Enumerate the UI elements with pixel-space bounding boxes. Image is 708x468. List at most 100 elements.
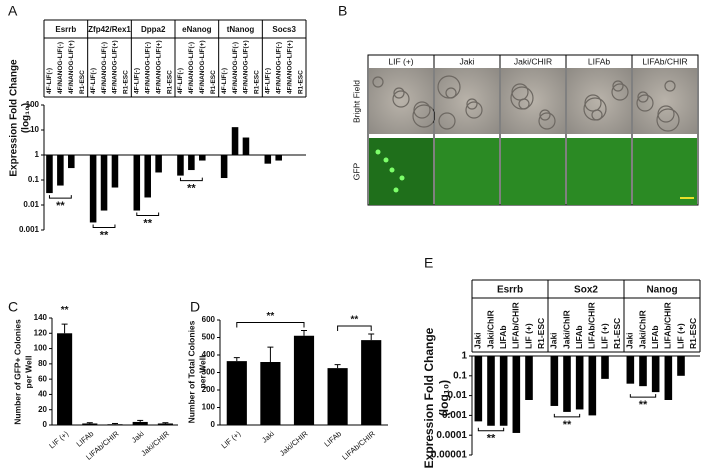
bar (275, 155, 282, 161)
column-label: Jaki (459, 56, 474, 66)
y-axis-label: Expression Fold Change (422, 327, 436, 468)
y-tick-label: 100 (26, 100, 40, 109)
y-tick-label: 20 (38, 405, 47, 414)
category-label: LIFAb/CHIR (511, 302, 521, 349)
annotation: ** (487, 433, 496, 445)
y-tick-label: 400 (202, 350, 216, 359)
bar (177, 155, 184, 176)
y-axis-label: Number of Total Colonies (186, 320, 196, 423)
bar (242, 137, 250, 155)
annotation: ** (563, 419, 572, 431)
bright-field-image (435, 68, 499, 134)
column-label: LIFAb/CHIR (642, 56, 687, 66)
y-axis-label: per Well (23, 356, 33, 389)
colony (636, 94, 654, 112)
y-tick-label: 0.1 (28, 175, 40, 184)
annotation: ** (267, 311, 275, 322)
y-tick-label: 10 (30, 125, 39, 134)
colony (656, 108, 680, 132)
x-tick-label: Jaki/CHIR (139, 429, 171, 458)
bar (651, 356, 660, 393)
group-label: tNanog (227, 25, 255, 34)
y-tick-label: 0.01 (23, 200, 39, 209)
category-label: 4F/NANOG-LIF(+) (112, 40, 119, 94)
annotation: ** (639, 399, 648, 411)
bar (361, 340, 382, 425)
row-label: GFP (351, 162, 361, 180)
category-label: Jaki (473, 332, 483, 349)
category-label: R1-ESC (210, 70, 217, 94)
bar (100, 155, 108, 211)
annotation: ** (351, 315, 359, 326)
bar (677, 356, 685, 376)
bar (107, 424, 123, 425)
bar (626, 356, 635, 384)
gfp-colony (399, 175, 405, 181)
group-label: Dppa2 (141, 25, 166, 34)
bracket (92, 224, 116, 228)
x-tick-label: Jaki (130, 429, 146, 445)
annotation: ** (100, 229, 109, 241)
bar (199, 155, 206, 161)
bar (601, 356, 609, 379)
colony (510, 86, 534, 110)
group-label: Nanog (646, 285, 677, 296)
y-tick-label: 100 (34, 344, 48, 353)
category-label: 4F/NANOG-LIF(+) (155, 40, 162, 94)
panel-label: C (8, 299, 18, 315)
y-tick-label: 200 (202, 385, 216, 394)
colony (538, 112, 556, 130)
category-label: 4F/NANOG-LIF(-) (101, 42, 108, 94)
category-label: 4F/NANOG-LIF(-) (188, 42, 195, 94)
category-label: LIF (+) (675, 323, 685, 349)
y-tick-label: 0.00001 (431, 450, 468, 461)
y-tick-label: 80 (38, 359, 47, 368)
gfp-colony (389, 167, 395, 173)
colony (438, 112, 456, 130)
y-tick-label: 120 (34, 328, 48, 337)
gfp-image (567, 138, 631, 205)
category-label: LIFAb (650, 325, 660, 349)
y-tick-label: 300 (202, 368, 216, 377)
colony (584, 94, 602, 112)
bar (525, 356, 533, 400)
bracket (337, 325, 372, 331)
y-tick-label: 0.001 (442, 410, 467, 421)
bar (57, 333, 73, 425)
bar (260, 362, 281, 425)
category-label: Jaki/ChIR (637, 310, 647, 349)
colony (466, 98, 478, 110)
colony (372, 76, 384, 88)
colony (664, 80, 676, 92)
y-tick-label: 140 (34, 313, 48, 322)
category-label: 4F/NANOG-LIF(+) (199, 40, 206, 94)
category-label: 4F/NANOG-LIF(-) (57, 42, 64, 94)
gfp-colony (383, 157, 389, 163)
bracket (48, 195, 72, 199)
colony (465, 101, 483, 119)
bar (111, 155, 119, 188)
category-label: R1-ESC (536, 318, 546, 349)
image-panel: LIF (+) Jaki Jaki/CHIR LIFAb LIFAb/CHIR Brigh… (351, 54, 699, 206)
gfp-image (501, 138, 565, 205)
category-label: Jaki (625, 332, 635, 349)
annotation: ** (187, 183, 196, 195)
bar (575, 356, 584, 410)
colony (392, 90, 410, 108)
y-tick-label: 0.0001 (436, 430, 467, 441)
y-axis-label: (log₁₀) (437, 380, 451, 416)
bar (188, 155, 195, 171)
category-label: 4F/NANOG-LIF(-) (275, 42, 282, 94)
bar (231, 127, 239, 155)
column-label: Jaki/CHIR (514, 56, 552, 66)
colony (583, 97, 607, 121)
gfp-image (369, 138, 433, 205)
bracket (553, 413, 581, 418)
bright-field-image (567, 68, 631, 134)
category-label: R1-ESC (79, 70, 86, 94)
bracket (236, 322, 305, 328)
category-label: 4F-LIF(-) (265, 68, 272, 94)
colony (637, 91, 649, 103)
category-label: LIFAb (574, 325, 584, 349)
